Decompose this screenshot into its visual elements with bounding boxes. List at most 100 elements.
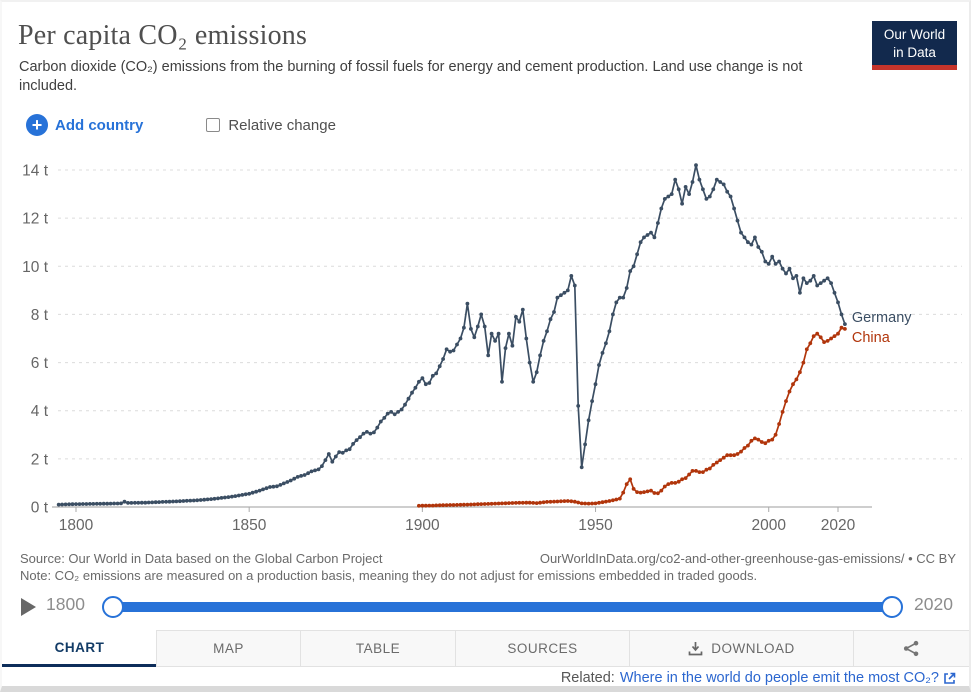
china-point [642,490,646,494]
germany-point [777,259,781,264]
china-point [565,499,570,503]
china-point [787,389,792,394]
china-point [832,334,837,338]
china-point [552,499,556,504]
germany-point [728,194,733,199]
china-point [673,481,678,485]
germany-point [396,410,400,414]
germany-point [787,266,792,271]
tab-sources-label: SOURCES [507,641,578,656]
tab-map[interactable]: MAP [156,630,301,667]
germany-point [763,259,768,264]
germany-point [205,497,210,502]
china-point [462,502,466,507]
germany-point [552,310,556,314]
germany-point [84,502,89,506]
germany-point [462,325,466,330]
germany-point [642,235,646,240]
germany-point [236,493,241,498]
china-point [759,440,764,444]
germany-point [583,442,587,447]
germany-point [791,276,795,281]
tab-table[interactable]: TABLE [300,630,456,667]
china-point [659,488,664,493]
germany-point [527,360,532,365]
china-point [597,500,601,505]
relative-change-label: Relative change [228,116,336,134]
china-point [777,422,781,426]
germany-point [115,501,120,506]
add-country-label: Add country [55,116,144,134]
china-point [555,499,560,504]
china-point [441,503,445,508]
china-point [718,458,723,462]
germany-point [219,496,224,500]
owid-logo-line2: in Data [893,44,936,60]
page-title: Per capita CO₂ emissions [18,20,308,51]
china-point [593,501,598,506]
germany-point [662,197,667,201]
timeline-end-handle[interactable] [881,596,903,618]
germany-point [701,187,705,192]
china-series-label: China [852,330,891,346]
timeline-end-year: 2020 [914,594,953,614]
germany-point [74,502,78,506]
china-point [611,498,615,503]
china-point [434,503,439,508]
timeline-track[interactable] [105,602,901,612]
germany-point [590,399,594,403]
relative-change-toggle[interactable]: Relative change [206,117,336,134]
germany-point [261,487,265,492]
related-link-text: Where in the world do people emit the mo… [619,670,939,686]
germany-point [617,295,622,300]
emissions-line-chart[interactable]: 0 t 2 t 4 t 6 t 8 t 10 t 12 t 14 t 1800 1850 1900 1… [2,2,971,547]
germany-point [361,431,366,436]
germany-point [382,416,387,420]
tab-download[interactable]: DOWNLOAD [629,630,854,667]
germany-point [101,501,106,506]
germany-point [451,348,456,353]
source-url: OurWorldInData.org/co2-and-other-greenho… [539,551,956,566]
germany-point [808,278,813,283]
germany-point [434,371,439,376]
china-point [614,497,619,502]
germany-point [773,262,778,266]
germany-point [223,495,227,500]
play-button[interactable] [21,598,36,616]
china-point [500,501,504,506]
china-point [493,501,497,506]
tab-download-label: DOWNLOAD [711,641,795,656]
china-point [604,499,608,504]
tab-chart[interactable]: CHART [2,630,157,667]
add-country-button[interactable]: + Add country [26,114,143,136]
china-point [739,449,743,454]
germany-point [766,262,771,266]
y-tick-label: 8 t [31,307,49,324]
china-point [704,467,709,472]
share-button[interactable] [853,630,969,667]
chart-controls: + Add country Relative change [26,114,336,136]
germany-point [794,274,799,278]
china-point [475,502,480,507]
china-point [569,499,574,504]
germany-point [67,502,71,507]
checkbox-icon[interactable] [206,118,221,132]
timeline-start-handle[interactable] [102,596,124,618]
tab-table-label: TABLE [355,641,401,656]
germany-point [368,431,373,436]
germany-point [340,450,345,455]
germany-point [88,502,92,506]
germany-point [70,502,75,507]
germany-point [243,492,248,497]
germany-point [326,452,331,456]
germany-point [545,329,549,334]
x-tick-label: 1900 [405,517,440,534]
china-point [510,501,515,505]
germany-point [81,502,85,506]
germany-point [687,192,691,197]
germany-point [669,192,674,197]
related-link[interactable]: Where in the world do people emit the mo… [620,670,956,686]
tab-sources[interactable]: SOURCES [455,630,630,667]
germany-point [652,235,657,240]
germany-point [836,300,840,305]
